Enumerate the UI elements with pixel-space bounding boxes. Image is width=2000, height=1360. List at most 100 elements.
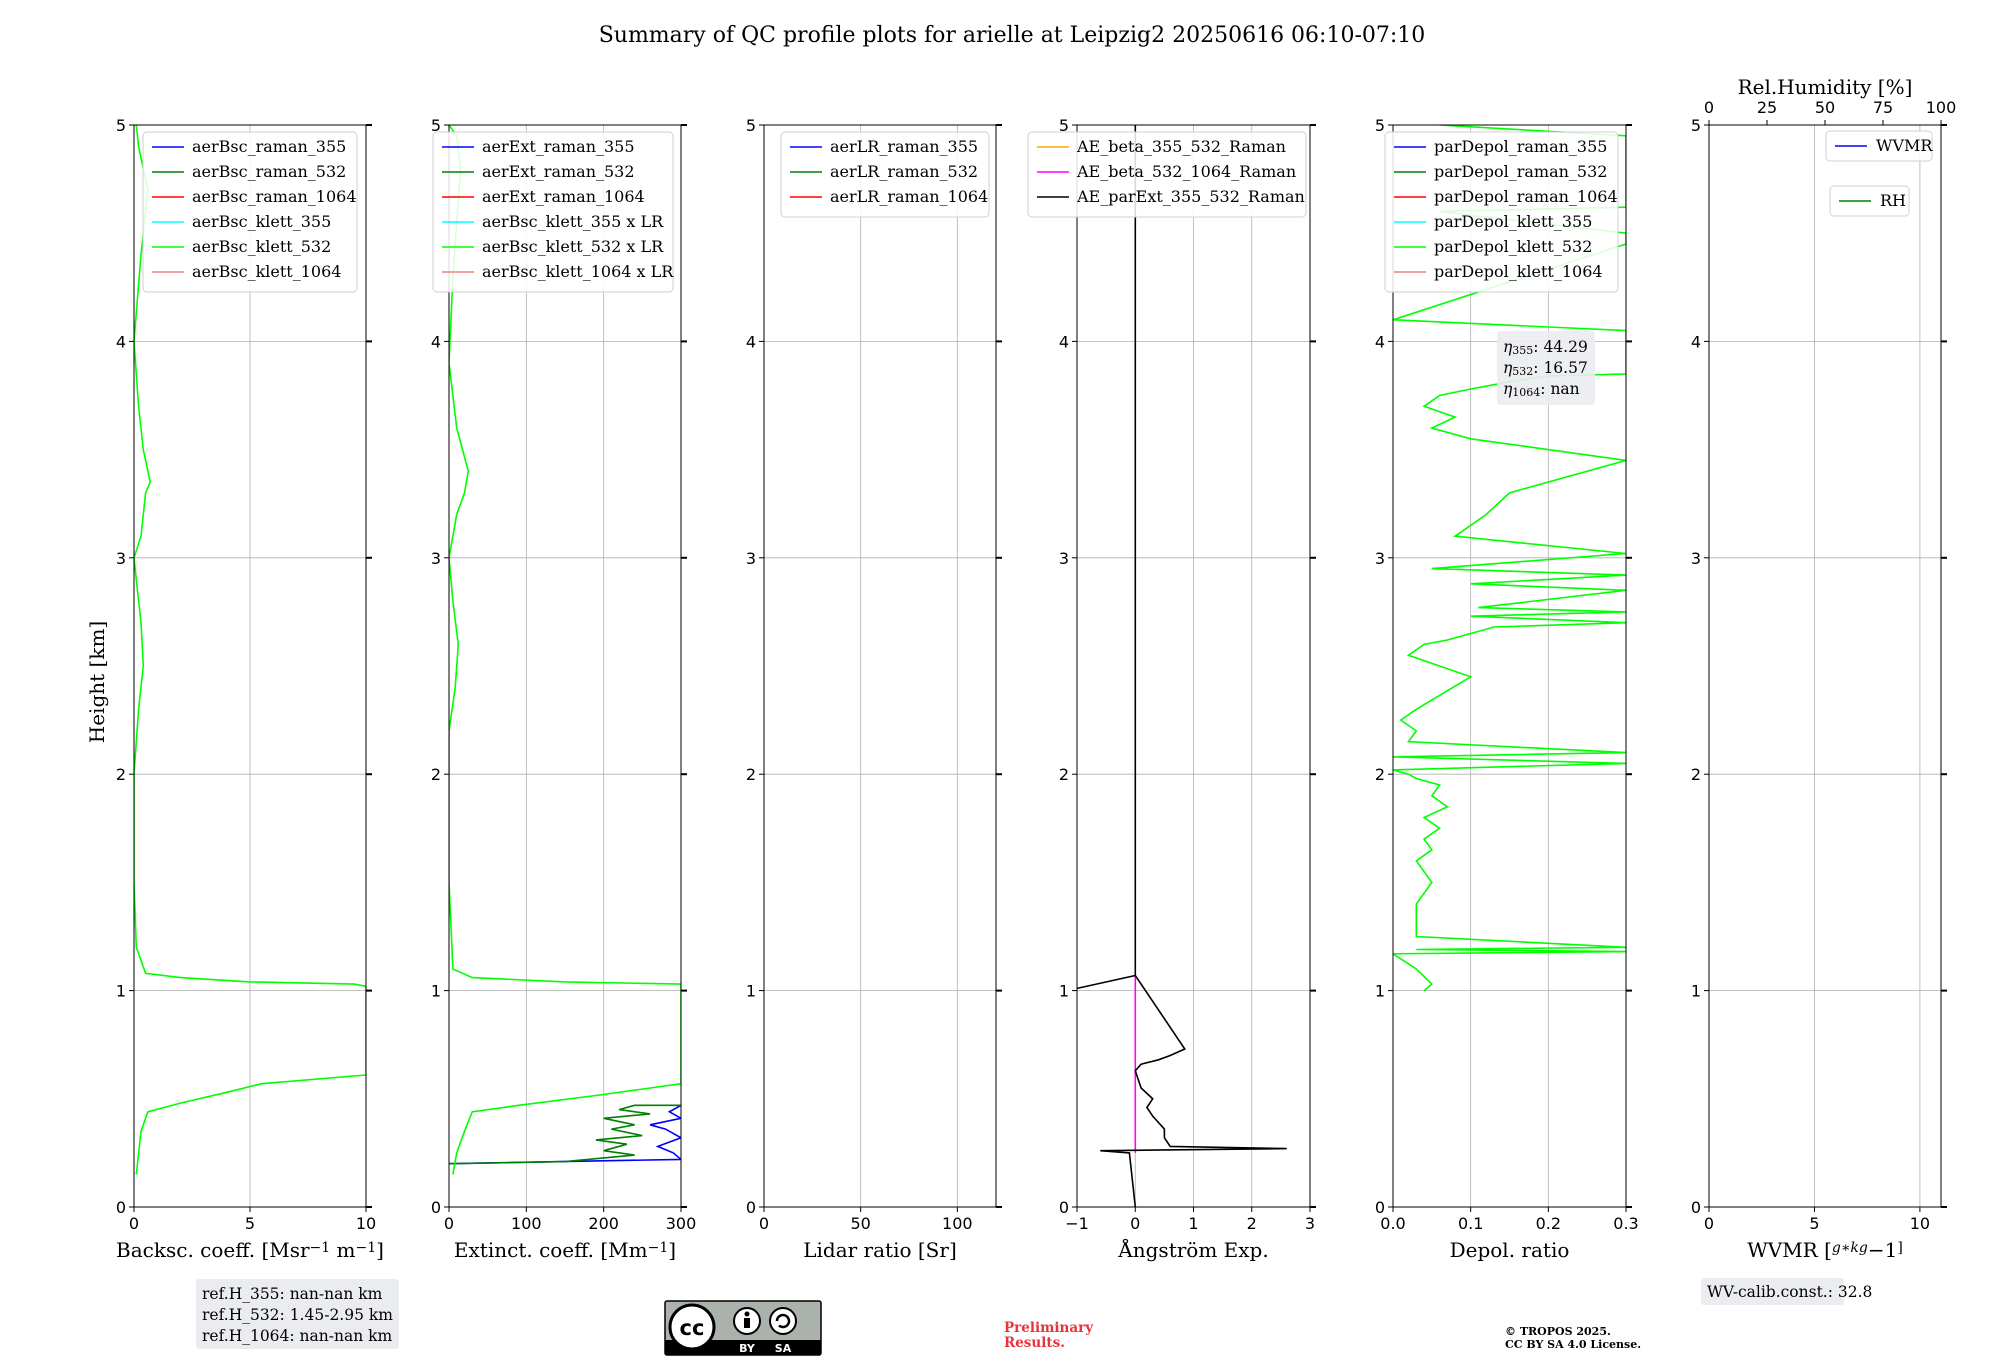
- x-axis-label-part: Backsc. coeff. [Msr: [116, 1238, 310, 1262]
- cc-license-badge: cc BY SA: [664, 1300, 822, 1356]
- y-tick-label: 5: [746, 116, 756, 135]
- series-line-aerbsc-klett-532-x-lr: [449, 125, 681, 1175]
- y-tick-label: 2: [116, 765, 126, 784]
- legend-entry: AE_parExt_355_532_Raman: [1076, 187, 1305, 206]
- legend-entry: AE_beta_355_532_Raman: [1076, 137, 1286, 156]
- top-axis-label: Rel.Humidity [%]: [1738, 75, 1913, 99]
- legend-entry: AE_beta_532_1064_Raman: [1076, 162, 1296, 181]
- copyright-line: © TROPOS 2025.: [1505, 1325, 1611, 1338]
- x-tick-label: 0.2: [1536, 1214, 1561, 1233]
- by-icon-body: [744, 1318, 750, 1328]
- top-x-tick-label: 50: [1815, 98, 1835, 117]
- y-tick-label: 5: [116, 116, 126, 135]
- y-tick-label: 2: [1375, 765, 1385, 784]
- legend-entry: aerLR_raman_355: [830, 137, 978, 156]
- x-tick-label: 2: [1247, 1214, 1257, 1233]
- eta-symbol: η: [1503, 359, 1513, 377]
- eta-subscript: 1064: [1512, 386, 1540, 399]
- series-lines: [1077, 125, 1287, 1207]
- ref-height-line: ref.H_1064: nan-nan km: [202, 1327, 393, 1345]
- y-tick-label: 3: [1059, 549, 1069, 568]
- y-tick-label: 0: [1375, 1198, 1385, 1217]
- legend-entry: aerBsc_raman_532: [192, 162, 346, 181]
- legend-entry: parDepol_raman_1064: [1434, 187, 1618, 206]
- y-tick-label: 3: [431, 549, 441, 568]
- legend-entry: aerBsc_klett_355 x LR: [482, 212, 664, 231]
- panel-2: 0 1 2 3 4 5 0 100 200 300 Extinct. coeff. [Mm−1] ae…: [431, 116, 696, 1262]
- y-tick-label: 1: [746, 982, 756, 1001]
- grid-lines: [1077, 125, 1310, 1207]
- series-line-aerbsc-klett-532: [134, 125, 366, 1175]
- x-tick-label: 100: [511, 1214, 542, 1233]
- y-tick-label: 4: [746, 332, 756, 351]
- legend-entry: parDepol_klett_355: [1434, 212, 1592, 231]
- preliminary-line: Preliminary: [1004, 1320, 1094, 1336]
- badge-sa-text: SA: [775, 1342, 792, 1355]
- x-axis-label-part: WVMR [: [1747, 1238, 1832, 1262]
- wv-calib-constant: WV-calib.const.: 32.8: [1707, 1283, 1872, 1301]
- x-axis-label-exponent: −1: [310, 1240, 331, 1256]
- x-axis-label-part: −1: [1868, 1238, 1897, 1262]
- legend-box: [1384, 131, 1619, 293]
- grid-lines: [764, 125, 996, 1207]
- x-axis-label: Depol. ratio: [1450, 1238, 1570, 1262]
- legend: parDepol_raman_355 parDepol_raman_532 parD…: [1384, 131, 1619, 293]
- plot-frame: [448, 124, 682, 1208]
- y-tick-label: 4: [1059, 332, 1069, 351]
- y-tick-label: 2: [431, 765, 441, 784]
- legend-entry: aerExt_raman_355: [482, 137, 635, 156]
- legend-box: [1027, 131, 1307, 218]
- x-tick-label: 200: [588, 1214, 619, 1233]
- annotation-box: [1497, 331, 1595, 405]
- y-tick-label: 5: [431, 116, 441, 135]
- x-tick-label: 0.1: [1458, 1214, 1483, 1233]
- legend-entry: parDepol_klett_1064: [1434, 262, 1603, 281]
- x-axis-label-part: Extinct. coeff. [Mm: [454, 1238, 648, 1262]
- legend-entry: aerBsc_klett_532: [192, 237, 331, 256]
- legend-entry: aerExt_raman_532: [482, 162, 635, 181]
- x-axis-label-part: ]: [668, 1238, 676, 1262]
- copyright-line: CC BY SA 4.0 License.: [1505, 1338, 1641, 1351]
- panel-5: 0 1 2 3 4 5 0.0 0.1 0.2 0.3 Depol. ratio parDepol_r…: [1375, 116, 1639, 1262]
- x-axis-label: Backsc. coeff. [Msr−1 m−1]: [116, 1238, 384, 1262]
- figure-notes: ref.H_355: nan-nan km ref.H_532: 1.45-2.9…: [196, 1278, 1872, 1356]
- legend: aerExt_raman_355 aerExt_raman_532 aerExt_r…: [432, 131, 674, 293]
- wv-calib-box: [1701, 1278, 1844, 1305]
- x-axis-label: Lidar ratio [Sr]: [803, 1238, 957, 1262]
- x-tick-label: 100: [942, 1214, 973, 1233]
- eta-symbol: η: [1503, 338, 1513, 356]
- grid-lines: [134, 125, 366, 1207]
- y-tick-label: 3: [1375, 549, 1385, 568]
- legend-box: [1825, 130, 1933, 162]
- preliminary-line: Results.: [1004, 1335, 1065, 1351]
- legend-box: [142, 131, 358, 293]
- annotation-value: : nan: [1540, 380, 1579, 398]
- legend-entry: parDepol_klett_532: [1434, 237, 1592, 256]
- x-tick-label: 0.0: [1380, 1214, 1405, 1233]
- cc-icon: [668, 1303, 716, 1351]
- x-tick-label: 3: [1305, 1214, 1315, 1233]
- legend-box: [780, 131, 990, 218]
- legend: WVMR RH: [1825, 130, 1933, 217]
- x-axis-label-part: m: [330, 1238, 355, 1262]
- sa-icon-arrow: [775, 1313, 791, 1329]
- eta-subscript: 532: [1512, 365, 1533, 378]
- y-tick-label: 1: [431, 982, 441, 1001]
- x-axis-label-exponent: ]: [1897, 1240, 1902, 1256]
- x-tick-label: 0: [444, 1214, 454, 1233]
- legend-box: [432, 131, 674, 293]
- plot-frame: [1392, 124, 1627, 1208]
- legend-entry: aerBsc_klett_1064: [192, 262, 341, 281]
- y-tick-label: 2: [746, 765, 756, 784]
- legend: aerLR_raman_355 aerLR_raman_532 aerLR_rama…: [780, 131, 990, 218]
- y-tick-label: 1: [116, 982, 126, 1001]
- ref-height-line: ref.H_355: nan-nan km: [202, 1285, 383, 1303]
- y-tick-label: 5: [1059, 116, 1069, 135]
- x-tick-label: 0: [129, 1214, 139, 1233]
- legend-entry: aerBsc_raman_355: [192, 137, 346, 156]
- series-line-aerext-raman-532: [449, 1104, 681, 1165]
